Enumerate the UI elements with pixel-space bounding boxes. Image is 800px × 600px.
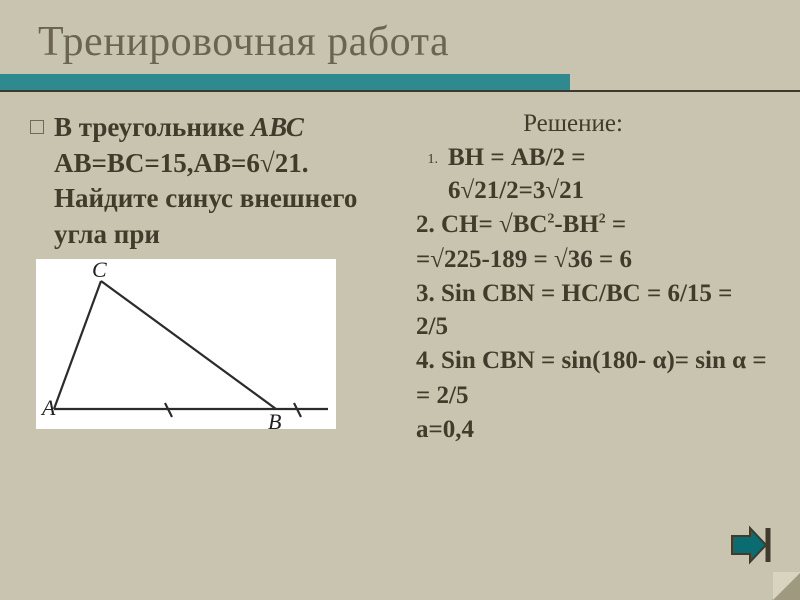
page-corner-fold-icon: [772, 572, 800, 600]
step-2b-text: =√225-189 = √36 = 6: [416, 246, 632, 273]
vertex-b-label: B: [268, 409, 281, 435]
problem-triangle: АВС: [251, 112, 304, 142]
problem-text: В треугольнике АВС АВ=ВС=15,АВ=6√21. Най…: [54, 110, 400, 253]
bullet-icon: [30, 120, 44, 134]
step-2a-text: 2. СН= √ВС: [416, 211, 547, 238]
problem-column: В треугольнике АВС АВ=ВС=15,АВ=6√21. Най…: [30, 110, 400, 449]
solution-step-4b: = 2/5: [408, 380, 768, 413]
rule-line: [0, 90, 800, 92]
divider: [0, 74, 800, 96]
triangle-svg: [36, 259, 336, 429]
step-2-mid: -ВН: [554, 211, 598, 238]
problem-line2a: АВ=ВС=15,АВ=6√21.: [54, 148, 309, 178]
solution-step-2: 2. СН= √ВС2-ВН2 =: [408, 209, 768, 242]
solution-title: Решение:: [408, 110, 768, 138]
step-4c-text: а=0,4: [416, 416, 474, 443]
step-1a-text: ВН = АВ/2 =: [448, 144, 586, 171]
solution-step-1: 1. ВН = АВ/2 = 6√21/2=3√21: [408, 142, 768, 207]
bullet-item: В треугольнике АВС АВ=ВС=15,АВ=6√21. Най…: [30, 110, 400, 253]
problem-line2b: Найдите синус внешнего угла при: [54, 183, 357, 249]
solution-step-2b: =√225-189 = √36 = 6: [408, 244, 768, 277]
solution-column: Решение: 1. ВН = АВ/2 = 6√21/2=3√21 2. С…: [408, 110, 768, 449]
slide-title: Тренировочная работа: [0, 0, 800, 74]
next-button[interactable]: [728, 524, 774, 566]
step-4b-text: = 2/5: [416, 382, 468, 409]
vertex-a-label: A: [42, 395, 55, 421]
step-3-text: 3. Sin CBN = НС/ВС = 6/15 = 2/5: [416, 280, 732, 340]
step-1b-text: 6√21/2=3√21: [448, 177, 584, 204]
solution-step-4: 4. Sin CBN = sin(180- α)= sin α =: [408, 345, 768, 378]
step-4a-text: 4. Sin CBN = sin(180- α)= sin α =: [416, 347, 767, 374]
vertex-c-label: C: [92, 257, 107, 283]
accent-bar: [0, 74, 570, 90]
solution-step-3: 3. Sin CBN = НС/ВС = 6/15 = 2/5: [408, 278, 768, 343]
step-1-number: 1.: [416, 142, 438, 207]
step-2-end: =: [606, 211, 627, 238]
content-area: В треугольнике АВС АВ=ВС=15,АВ=6√21. Най…: [0, 96, 800, 449]
solution-step-4c: а=0,4: [408, 414, 768, 447]
step-2-sup2: 2: [599, 211, 606, 226]
problem-line1: В треугольнике: [54, 112, 251, 142]
next-arrow-icon: [728, 524, 774, 566]
triangle-figure: A B C: [36, 259, 336, 429]
